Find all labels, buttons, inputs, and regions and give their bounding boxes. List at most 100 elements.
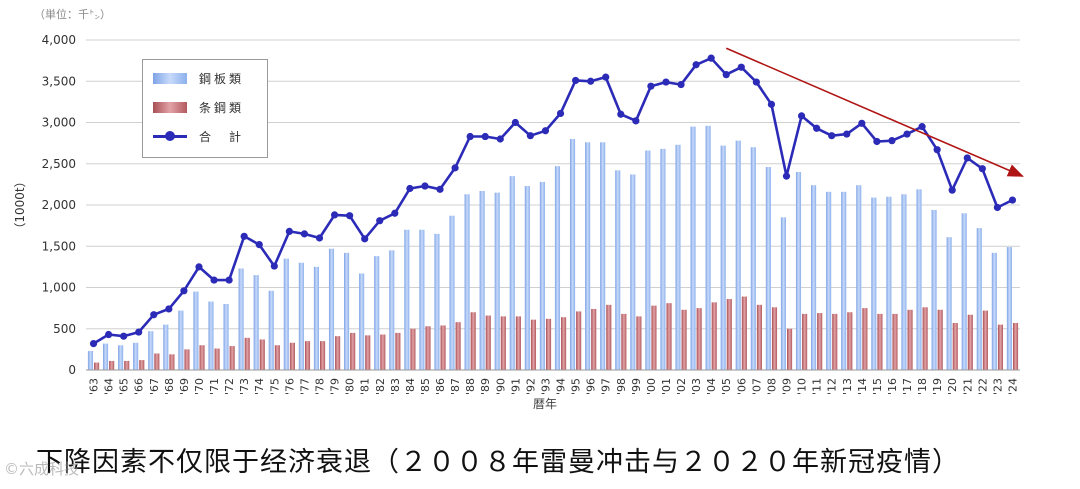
total-point — [903, 130, 911, 138]
bar-plate — [585, 142, 591, 370]
total-point — [541, 127, 550, 135]
bar-steel-bar — [470, 312, 476, 370]
x-tick-label: '86 — [434, 378, 447, 395]
bar-steel-bar — [726, 299, 732, 370]
bar-steel-bar — [847, 312, 853, 370]
x-tick-label: '03 — [690, 378, 703, 395]
total-point — [978, 165, 986, 173]
x-tick-label: '04 — [705, 378, 718, 395]
x-tick-label: '71 — [208, 378, 221, 395]
bar-plate — [600, 142, 606, 370]
total-point — [843, 130, 851, 138]
y-axis-label: （1000t） — [13, 175, 27, 234]
caption-text: 下降因素不仅限于经济衰退（２００８年雷曼冲击与２０２０年新冠疫情） — [36, 447, 960, 478]
total-point — [89, 340, 98, 348]
x-tick-label: '19 — [931, 378, 944, 395]
bar-plate — [901, 194, 907, 370]
bar-plate — [675, 144, 681, 370]
total-point — [180, 287, 188, 295]
total-point — [391, 209, 399, 217]
total-point — [120, 332, 128, 340]
bar-plate — [841, 191, 847, 370]
x-tick-label: '21 — [961, 378, 974, 395]
x-tick-label: '73 — [238, 378, 251, 395]
bar-plate — [931, 209, 937, 370]
bar-steel-bar — [380, 334, 386, 370]
legend-line-total-icon — [153, 130, 187, 142]
y-tick-label: 2,500 — [42, 157, 76, 171]
bar-plate — [630, 174, 636, 370]
bar-steel-bar — [832, 313, 838, 370]
bar-plate — [419, 229, 425, 370]
x-tick-label: '98 — [615, 378, 628, 395]
bar-plate — [283, 258, 289, 370]
bar-plate — [976, 228, 982, 370]
x-tick-label: '67 — [148, 378, 161, 395]
total-point — [195, 263, 203, 271]
total-point — [571, 76, 580, 85]
bar-steel-bar — [862, 308, 868, 370]
bar-steel-bar — [184, 349, 190, 370]
x-tick-label: '16 — [886, 378, 899, 395]
x-tick-label: '77 — [298, 378, 311, 395]
total-point — [692, 61, 700, 69]
y-tick-label: 4,000 — [42, 33, 76, 47]
bar-steel-bar — [124, 360, 130, 370]
x-tick-label: '17 — [901, 378, 914, 395]
bar-plate — [524, 186, 530, 370]
bar-plate — [87, 351, 94, 370]
total-point — [737, 63, 745, 71]
total-point — [466, 132, 474, 141]
total-point — [617, 110, 625, 118]
bar-plate — [359, 273, 365, 370]
bar-steel-bar — [741, 296, 747, 370]
total-point — [526, 132, 535, 140]
x-tick-label: '18 — [916, 378, 929, 395]
x-tick-label: '07 — [750, 378, 763, 395]
x-tick-label: '75 — [268, 378, 281, 395]
bar-steel-bar — [335, 336, 341, 370]
bar-plate — [374, 256, 380, 370]
bar-steel-bar — [169, 354, 175, 370]
bar-plate — [961, 213, 967, 370]
x-tick-label: '82 — [374, 378, 387, 395]
bar-steel-bar — [530, 319, 537, 370]
bar-plate — [464, 194, 470, 370]
total-point — [813, 124, 821, 132]
bar-steel-bar — [877, 313, 883, 370]
x-tick-label: '84 — [404, 378, 417, 395]
x-tick-label: '96 — [585, 378, 598, 395]
x-tick-label: '89 — [479, 378, 492, 395]
bar-steel-bar — [696, 308, 702, 370]
total-point — [421, 182, 429, 190]
total-point — [963, 154, 971, 162]
bar-plate — [886, 196, 892, 370]
bar-plate — [750, 147, 756, 370]
x-tick-label: '88 — [464, 378, 477, 395]
total-point — [511, 118, 519, 127]
bar-plate — [328, 248, 335, 370]
x-tick-label: '24 — [1006, 378, 1019, 395]
total-point — [556, 109, 565, 118]
x-tick-label: '20 — [946, 378, 959, 395]
total-point — [767, 100, 776, 108]
legend-line-total-marker — [165, 130, 175, 141]
x-tick-label: '83 — [389, 378, 402, 395]
total-point — [165, 305, 173, 313]
total-point — [150, 311, 158, 319]
total-point — [828, 132, 836, 140]
bar-steel-bar — [139, 360, 145, 370]
bar-plate — [193, 291, 199, 370]
legend-item-bar: 条鋼類 — [153, 97, 244, 117]
bar-steel-bar — [937, 309, 943, 370]
bar-plate — [223, 304, 229, 370]
total-point — [918, 123, 926, 131]
total-point — [647, 82, 655, 90]
x-tick-label: '69 — [178, 378, 191, 395]
bar-steel-bar — [651, 305, 657, 370]
bar-plate — [479, 190, 485, 370]
bar-plate — [313, 266, 319, 370]
x-tick-label: '92 — [524, 378, 537, 395]
bar-steel-bar — [907, 309, 913, 370]
total-point — [602, 73, 610, 81]
